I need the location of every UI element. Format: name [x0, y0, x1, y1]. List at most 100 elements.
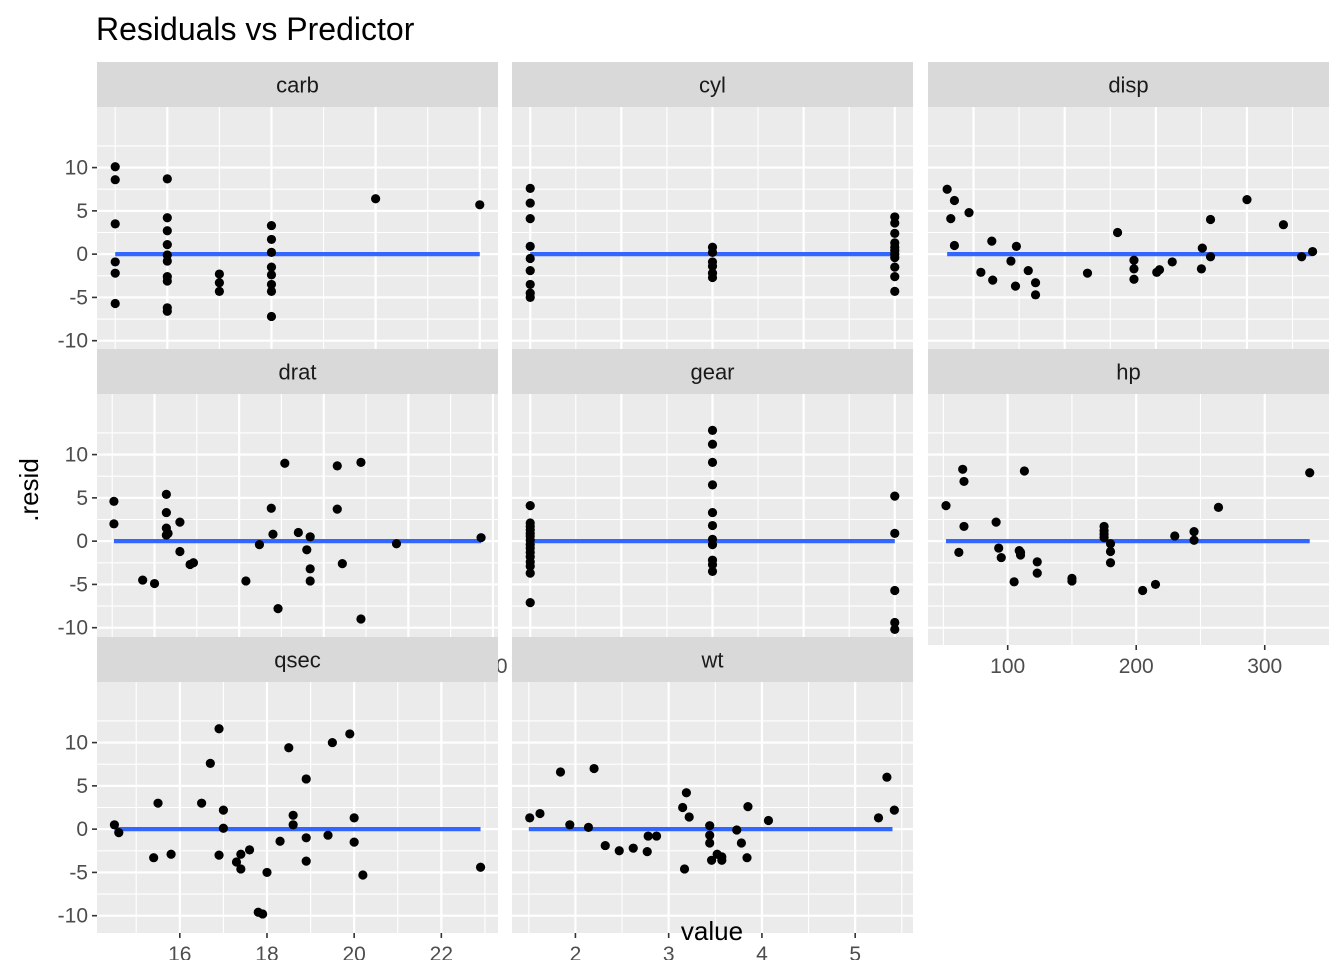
x-tick-label: 16 — [168, 943, 191, 960]
data-point — [705, 838, 715, 848]
data-point — [959, 476, 969, 487]
data-point — [1138, 585, 1148, 596]
data-point — [258, 909, 268, 919]
data-point — [681, 788, 691, 798]
data-point — [525, 292, 535, 303]
data-point — [890, 585, 900, 596]
data-point — [525, 568, 535, 578]
y-tick-label: -10 — [58, 330, 88, 353]
data-point — [1010, 281, 1021, 291]
y-tick-label: -5 — [69, 573, 88, 596]
data-points — [525, 763, 899, 874]
data-point — [1129, 255, 1139, 265]
data-point — [525, 561, 535, 571]
data-point — [266, 247, 277, 258]
data-point — [1307, 246, 1318, 257]
data-point — [890, 528, 900, 538]
data-point — [1105, 558, 1116, 568]
facet-panel-qsec: qsec 16 18 20 22 -10 -5 0 5 10 — [58, 637, 498, 960]
data-point — [241, 576, 251, 586]
y-tick-label: 10 — [65, 732, 88, 755]
data-point — [949, 195, 960, 206]
data-point — [301, 774, 311, 784]
facet-panel-gear: gear3.03.54.04.55.0 — [512, 349, 913, 678]
y-axis: -10 -5 0 5 10 — [58, 444, 97, 640]
data-point — [565, 820, 575, 830]
y-tick-label: 5 — [76, 487, 88, 510]
data-point — [707, 520, 718, 531]
data-point — [214, 269, 224, 279]
data-point — [254, 540, 265, 550]
data-point — [205, 758, 215, 768]
data-point — [1067, 576, 1077, 586]
data-point — [162, 306, 172, 316]
data-point — [942, 184, 952, 194]
data-point — [266, 270, 277, 280]
data-point — [1242, 195, 1252, 205]
data-point — [1154, 265, 1165, 275]
data-point — [525, 813, 535, 823]
data-point — [244, 845, 255, 855]
data-point — [959, 521, 969, 532]
data-point — [614, 846, 624, 856]
data-point — [476, 533, 486, 543]
x-tick-label: 200 — [1119, 655, 1154, 678]
data-point — [356, 457, 366, 467]
data-point — [707, 566, 718, 577]
data-point — [218, 805, 229, 815]
data-point — [525, 265, 535, 276]
data-point — [266, 262, 277, 272]
data-point — [679, 864, 690, 874]
data-point — [525, 501, 535, 511]
data-point — [114, 828, 124, 838]
data-point — [707, 559, 718, 570]
data-point — [332, 504, 342, 514]
data-point — [1297, 252, 1307, 262]
data-point — [302, 545, 312, 555]
data-point — [717, 855, 727, 865]
data-point — [236, 864, 246, 874]
data-point — [743, 802, 753, 812]
data-point — [996, 552, 1006, 563]
facet-strip-label: drat — [279, 360, 317, 385]
data-point — [958, 464, 968, 474]
data-point — [1189, 527, 1199, 537]
data-point — [882, 772, 892, 782]
data-point — [1009, 577, 1019, 587]
data-point — [1023, 265, 1033, 276]
data-point — [110, 175, 120, 185]
data-point — [707, 261, 718, 271]
data-point — [323, 830, 333, 840]
data-point — [266, 286, 277, 296]
data-point — [162, 174, 172, 184]
data-point — [1030, 278, 1041, 288]
data-point — [954, 547, 964, 557]
facet-strip-label: cyl — [699, 73, 726, 98]
data-point — [1129, 274, 1139, 284]
data-point — [525, 214, 535, 224]
data-point — [301, 833, 311, 843]
data-point — [707, 540, 718, 550]
y-tick-label: 10 — [65, 157, 88, 180]
facet-panel-wt: wt 2 3 4 5 — [512, 637, 913, 960]
facet-strip-label: gear — [690, 360, 734, 385]
facet-strip-label: wt — [701, 648, 724, 673]
data-point — [218, 823, 229, 833]
y-tick-label: 0 — [76, 243, 88, 266]
data-point — [628, 843, 638, 853]
y-tick-label: -5 — [69, 286, 88, 309]
data-point — [1082, 268, 1093, 278]
data-point — [197, 798, 207, 808]
data-point — [109, 519, 119, 529]
data-point — [1305, 468, 1315, 478]
data-point — [162, 240, 172, 250]
data-point — [583, 822, 594, 833]
data-point — [275, 836, 285, 846]
data-point — [988, 275, 998, 285]
data-point — [475, 200, 485, 210]
facet-strip — [512, 637, 913, 682]
data-point — [890, 286, 900, 296]
y-axis: -10 -5 0 5 10 — [58, 157, 97, 353]
data-point — [1019, 466, 1029, 476]
